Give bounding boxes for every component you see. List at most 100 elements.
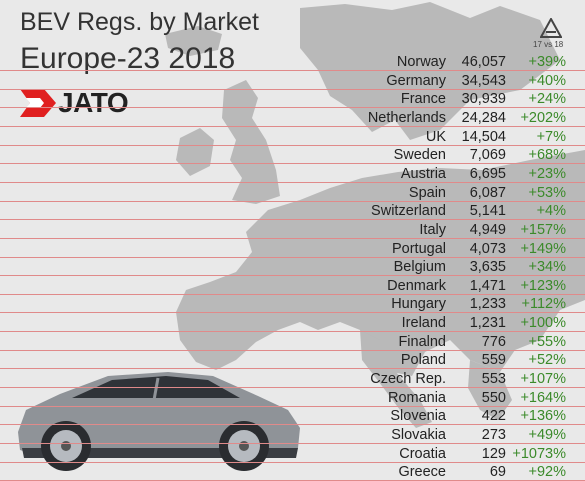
change-value: +202% (520, 109, 566, 126)
registrations-value: 69 (489, 464, 506, 481)
market-name: Poland (400, 352, 446, 369)
change-value: +40% (528, 72, 567, 89)
market-name: Croatia (399, 445, 446, 462)
table-row: Romania 550 +164% (0, 389, 585, 407)
change-value: +52% (528, 352, 567, 369)
change-value: +34% (528, 259, 567, 276)
table-row: Belgium 3,635 +34% (0, 258, 585, 277)
row-divider (0, 107, 585, 109)
market-name: Netherlands (367, 109, 446, 126)
table-row: Slovenia 422 +136% (0, 407, 585, 426)
table-row: France 30,939 +24% (0, 90, 585, 109)
registrations-value: 550 (481, 389, 506, 406)
table-row: Portugal 4,073 +149% (0, 240, 585, 258)
change-value: +55% (528, 333, 567, 350)
row-divider (0, 125, 585, 127)
row-divider (0, 163, 585, 165)
row-divider (0, 349, 585, 351)
table-row: Austria 6,695 +23% (0, 165, 585, 183)
table-row: Italy 4,949 +157% (0, 221, 585, 239)
registrations-value: 129 (481, 445, 506, 462)
market-name: Slovakia (391, 427, 446, 443)
table-row: Norway 46,057 +39% (0, 53, 585, 71)
registrations-value: 559 (481, 352, 506, 369)
market-name: Romania (387, 389, 446, 406)
market-name: Germany (386, 72, 446, 89)
table-row: Switzerland 5,141 +4% (0, 202, 585, 221)
row-divider (0, 424, 585, 426)
row-divider (0, 387, 585, 389)
registrations-value: 34,543 (461, 72, 506, 89)
row-divider (0, 443, 585, 444)
change-value: +112% (521, 296, 566, 313)
registrations-value: 1,231 (469, 315, 506, 332)
change-value: +49% (528, 427, 567, 443)
registrations-value: 6,087 (469, 184, 506, 201)
row-divider (0, 181, 585, 183)
table-row: Netherlands 24,284 +202% (0, 109, 585, 127)
row-divider (0, 368, 585, 370)
market-name: Portugal (391, 240, 446, 257)
change-value: +23% (528, 165, 567, 182)
row-divider (0, 293, 585, 295)
row-divider (0, 405, 585, 407)
market-name: Hungary (391, 296, 446, 313)
row-divider (0, 331, 585, 333)
change-value: +157% (520, 221, 566, 238)
table-row: Czech Rep. 553 +107% (0, 370, 585, 389)
market-name: Finalnd (398, 333, 446, 350)
table-row: Sweden 7,069 +68% (0, 146, 585, 165)
row-divider (0, 275, 585, 277)
market-name: Denmark (387, 277, 446, 294)
table-row: Greece 69 +92% (0, 463, 585, 481)
row-divider (0, 312, 585, 314)
table-row: Ireland 1,231 +100% (0, 314, 585, 333)
registrations-value: 14,504 (461, 128, 506, 145)
change-value: +100% (520, 315, 566, 332)
change-value: +68% (528, 147, 567, 164)
brand-name: JATO (58, 87, 129, 118)
table-row: Poland 559 +52% (0, 351, 585, 370)
change-value: +7% (536, 128, 566, 145)
market-name: Spain (408, 184, 446, 201)
registrations-value: 46,057 (461, 54, 506, 70)
car-illustration (18, 372, 300, 471)
registrations-value: 5,141 (469, 203, 506, 220)
row-divider (0, 200, 585, 202)
change-value: +107% (520, 371, 566, 388)
market-name: Italy (419, 221, 446, 238)
change-value: +136% (520, 408, 566, 425)
registrations-value: 4,073 (469, 240, 506, 257)
registrations-value: 422 (481, 408, 506, 425)
chart-subtitle: Europe-23 2018 (20, 42, 236, 75)
registrations-value: 4,949 (469, 221, 506, 238)
change-value: +39% (528, 54, 567, 70)
change-value: +164% (520, 389, 566, 406)
market-name: Sweden (393, 147, 446, 164)
market-name: Czech Rep. (370, 371, 446, 388)
registrations-value: 776 (481, 333, 506, 350)
change-column-header: 17 vs 18 (533, 40, 564, 49)
row-divider (0, 144, 585, 146)
change-value: +149% (520, 240, 566, 257)
market-name: Norway (396, 54, 446, 70)
delta-icon (540, 18, 562, 38)
row-divider (0, 461, 585, 463)
change-value: +53% (528, 184, 567, 201)
row-divider (0, 237, 585, 239)
registrations-value: 24,284 (461, 109, 506, 126)
row-divider (0, 256, 585, 258)
registrations-value: 1,471 (469, 277, 506, 294)
table-row: Germany 34,543 +40% (0, 72, 585, 90)
market-name: Slovenia (390, 408, 446, 425)
row-divider (0, 70, 585, 71)
table-row: Denmark 1,471 +123% (0, 277, 585, 295)
registrations-value: 1,233 (469, 296, 506, 313)
table-row: Slovakia 273 +49% (0, 426, 585, 444)
registrations-value: 30,939 (461, 91, 506, 108)
market-name: Belgium (393, 259, 446, 276)
change-value: +4% (536, 203, 566, 220)
table-row: Croatia 129 +1073% (0, 445, 585, 463)
